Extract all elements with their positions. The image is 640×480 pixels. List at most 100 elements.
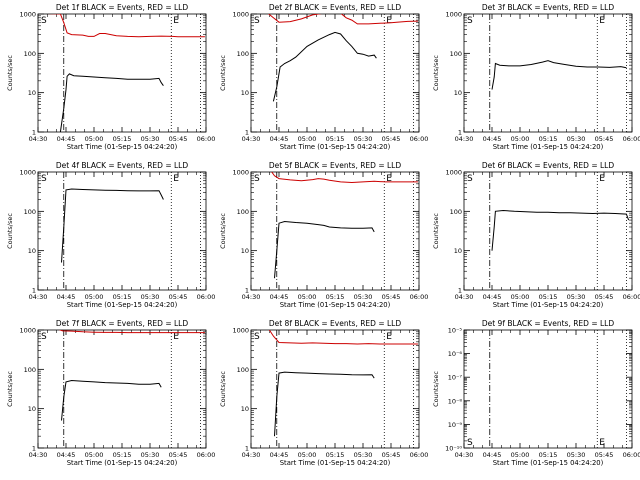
y-tick-label: 1 — [32, 445, 36, 453]
y-tick-label: 100 — [450, 208, 462, 216]
x-tick-label: 05:45 — [169, 135, 188, 143]
x-tick-label: 06:00 — [623, 451, 640, 459]
end-marker: E — [173, 174, 179, 184]
y-tick-label: 10⁻⁹ — [448, 421, 463, 429]
y-tick-label: 10 — [241, 247, 249, 255]
x-axis-label: Start Time (01-Sep-15 04:24:20) — [280, 143, 391, 151]
x-tick-label: 06:00 — [410, 451, 429, 459]
y-tick-label: 10 — [241, 89, 249, 97]
x-tick-label: 05:30 — [141, 451, 160, 459]
x-tick-label: 05:00 — [298, 135, 317, 143]
x-tick-label: 05:15 — [113, 451, 132, 459]
y-tick-label: 100 — [237, 366, 249, 374]
chart-panel-9: Det 9f BLACK = Events, RED = LLD 10⁻¹⁰ 10⁻… — [432, 319, 640, 467]
x-tick-label: 05:45 — [595, 293, 614, 301]
x-tick-label: 06:00 — [410, 293, 429, 301]
y-axis-label: Counts/sec — [6, 55, 14, 91]
y-tick-label: 1000 — [232, 327, 249, 335]
start-marker: S — [467, 16, 473, 26]
x-tick-label: 06:00 — [623, 135, 640, 143]
start-marker: S — [254, 332, 260, 342]
y-tick-label: 1 — [458, 129, 462, 137]
lld-series-line — [268, 330, 418, 345]
x-tick-label: 04:45 — [270, 135, 289, 143]
x-axis-label: Start Time (01-Sep-15 04:24:20) — [493, 143, 604, 151]
x-tick-label: 05:00 — [511, 451, 530, 459]
end-marker: E — [599, 174, 605, 184]
x-tick-label: 05:30 — [567, 451, 586, 459]
y-tick-label: 10 — [28, 247, 36, 255]
y-tick-label: 10⁻⁸ — [448, 397, 463, 405]
chart-title: Det 7f BLACK = Events, RED = LLD — [56, 319, 189, 328]
x-tick-label: 05:45 — [595, 451, 614, 459]
chart-panel-1: Det 1f BLACK = Events, RED = LLD 1 10 100 10… — [6, 3, 215, 151]
x-tick-label: 06:00 — [197, 293, 216, 301]
x-tick-label: 05:30 — [567, 293, 586, 301]
x-tick-label: 05:30 — [354, 293, 373, 301]
chart-title: Det 2f BLACK = Events, RED = LLD — [269, 3, 402, 12]
y-tick-label: 10 — [454, 247, 462, 255]
x-tick-label: 06:00 — [410, 135, 429, 143]
x-tick-label: 05:30 — [354, 451, 373, 459]
chart-panel-3: Det 3f BLACK = Events, RED = LLD 1 10 100 10… — [432, 3, 640, 151]
x-tick-label: 05:45 — [169, 293, 188, 301]
x-tick-label: 04:45 — [57, 451, 76, 459]
x-tick-label: 06:00 — [197, 135, 216, 143]
y-tick-label: 1000 — [232, 11, 249, 19]
y-axis-label: Counts/sec — [219, 371, 227, 407]
x-tick-label: 04:30 — [29, 135, 48, 143]
chart-title: Det 5f BLACK = Events, RED = LLD — [269, 161, 402, 170]
lld-series-line — [267, 14, 418, 25]
x-tick-label: 04:30 — [242, 293, 261, 301]
x-axis-label: Start Time (01-Sep-15 04:24:20) — [67, 143, 178, 151]
chart-title: Det 9f BLACK = Events, RED = LLD — [482, 319, 615, 328]
y-tick-label: 1 — [245, 129, 249, 137]
chart-panel-6: Det 6f BLACK = Events, RED = LLD 1 10 100 10… — [432, 161, 640, 309]
chart-panel-2: Det 2f BLACK = Events, RED = LLD 1 10 100 10… — [219, 3, 428, 151]
events-series-line — [491, 60, 627, 90]
x-tick-label: 04:45 — [270, 451, 289, 459]
y-tick-label: 1000 — [445, 169, 462, 177]
x-tick-label: 05:45 — [169, 451, 188, 459]
y-tick-label: 10 — [28, 89, 36, 97]
y-axis-label: Counts/sec — [219, 55, 227, 91]
y-tick-label: 1 — [245, 287, 249, 295]
end-marker: E — [173, 16, 179, 26]
x-tick-label: 05:45 — [382, 293, 401, 301]
x-tick-label: 05:00 — [511, 293, 530, 301]
y-tick-label: 1000 — [19, 327, 36, 335]
y-tick-label: 1000 — [232, 169, 249, 177]
events-series-line — [61, 379, 162, 421]
x-tick-label: 04:30 — [29, 451, 48, 459]
y-tick-label: 1000 — [19, 169, 36, 177]
start-marker: S — [467, 174, 473, 184]
y-tick-label: 1 — [32, 129, 36, 137]
x-tick-label: 05:30 — [354, 135, 373, 143]
x-tick-label: 05:00 — [511, 135, 530, 143]
x-tick-label: 05:30 — [141, 293, 160, 301]
y-tick-label: 10 — [454, 89, 462, 97]
y-tick-label: 10⁻¹⁰ — [445, 445, 462, 453]
plot-frame — [463, 171, 633, 291]
x-tick-label: 05:45 — [382, 451, 401, 459]
y-tick-label: 100 — [237, 50, 249, 58]
x-tick-label: 05:15 — [326, 451, 345, 459]
lld-series-line — [271, 172, 418, 184]
x-tick-label: 04:30 — [29, 293, 48, 301]
x-tick-label: 05:00 — [85, 293, 104, 301]
start-marker: S — [467, 438, 473, 448]
x-tick-label: 04:45 — [57, 135, 76, 143]
y-tick-label: 100 — [24, 366, 36, 374]
start-marker: S — [254, 174, 260, 184]
plot-frame — [250, 13, 420, 133]
events-series-line — [61, 188, 164, 263]
x-tick-label: 04:45 — [483, 451, 502, 459]
y-axis-label: Counts/sec — [432, 55, 440, 91]
y-axis-label: Counts/sec — [6, 371, 14, 407]
events-series-line — [491, 209, 630, 251]
x-tick-label: 04:45 — [270, 293, 289, 301]
chart-title: Det 4f BLACK = Events, RED = LLD — [56, 161, 189, 170]
x-tick-label: 04:30 — [242, 451, 261, 459]
x-tick-label: 05:15 — [326, 293, 345, 301]
